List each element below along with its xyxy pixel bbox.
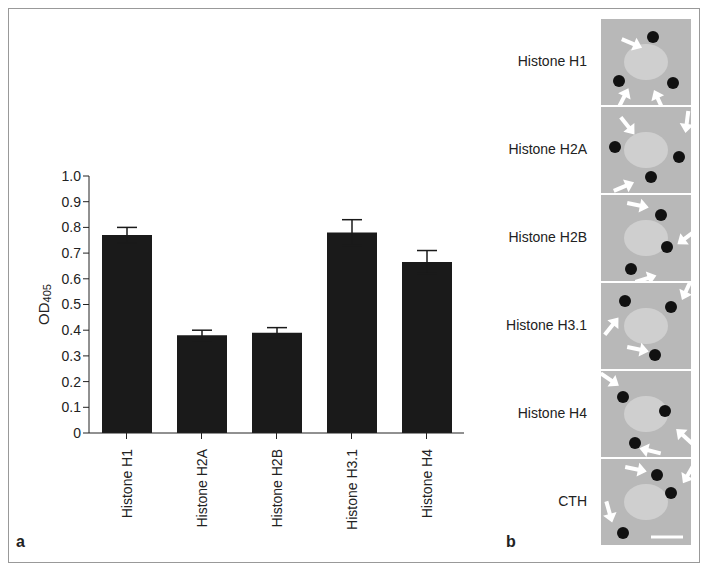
svg-text:1.0: 1.0	[62, 168, 82, 184]
html-text:Histone H4: Histone H4	[517, 405, 587, 421]
html-text:Histone H2A: Histone H2A	[508, 141, 587, 157]
html-text:Histone H3.1: Histone H3.1	[506, 317, 587, 333]
html-text:b: b	[506, 533, 516, 550]
html-text:Histone H2B: Histone H2B	[508, 229, 587, 245]
svg-text:Histone H2B: Histone H2B	[269, 449, 285, 528]
svg-text:Histone H4: Histone H4	[419, 449, 435, 518]
svg-text:0.6: 0.6	[62, 271, 82, 287]
svg-text:0.1: 0.1	[62, 399, 82, 415]
svg-text:0: 0	[73, 425, 81, 441]
svg-text:Histone H3.1: Histone H3.1	[344, 449, 360, 530]
svg-text:0.7: 0.7	[62, 245, 82, 261]
html-text:CTH: CTH	[558, 493, 587, 509]
svg-text:0.5: 0.5	[62, 296, 82, 312]
html-text:a: a	[16, 533, 25, 550]
svg-text:0.3: 0.3	[62, 348, 82, 364]
svg-text:0.8: 0.8	[62, 219, 82, 235]
svg-text:0.4: 0.4	[62, 322, 82, 338]
svg-text:Histone H2A: Histone H2A	[194, 448, 210, 527]
svg-text:OD405: OD405	[35, 284, 54, 325]
svg-text:0.2: 0.2	[62, 374, 82, 390]
svg-text:0.9: 0.9	[62, 194, 82, 210]
html-text:Histone H1: Histone H1	[517, 53, 587, 69]
svg-text:Histone H1: Histone H1	[119, 449, 135, 518]
